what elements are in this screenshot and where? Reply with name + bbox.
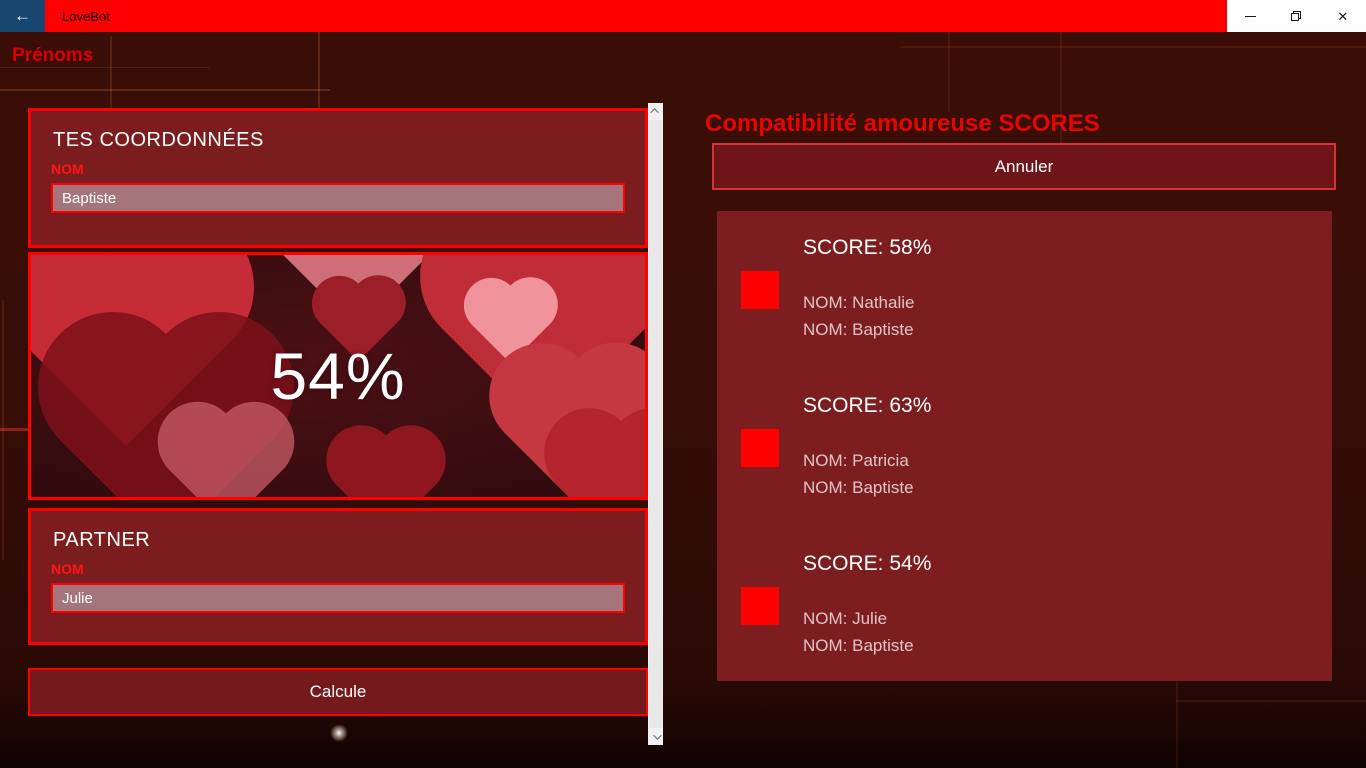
background-glow-dot (330, 724, 348, 742)
back-button[interactable]: ← (0, 0, 45, 32)
caption-buttons: ✕ (1227, 0, 1366, 32)
your-details-title: TES COORDONNÉES (53, 129, 264, 151)
compatibility-result-panel: 54% (28, 252, 648, 500)
titlebar-strip: LoveBot (45, 0, 1227, 32)
score-label: SCORE: 54% (803, 552, 932, 575)
background-circuit-line (1060, 32, 1062, 152)
your-name-label: NOM (51, 161, 84, 177)
background-circuit-line (0, 428, 28, 431)
compatibility-score-value: 54% (270, 339, 406, 413)
chevron-up-icon (649, 108, 659, 117)
partner-section: PARTNER NOM (28, 508, 648, 645)
close-button[interactable]: ✕ (1320, 0, 1366, 32)
scores-list: SCORE: 58% NOM: Nathalie NOM: Baptiste S… (717, 211, 1332, 681)
background-circuit-line (1176, 640, 1178, 768)
your-name-input[interactable] (51, 183, 625, 213)
scores-heading: Compatibilité amoureuse SCORES (705, 110, 1100, 137)
titlebar: ← LoveBot ✕ (0, 0, 1366, 32)
restore-button[interactable] (1273, 0, 1319, 32)
score-label: SCORE: 63% (803, 394, 932, 417)
background-circuit-line (0, 89, 330, 91)
scroll-up-button[interactable] (648, 103, 663, 119)
scrollbar-thumb[interactable] (649, 120, 662, 728)
right-column: Compatibilité amoureuse SCORES Annuler S… (705, 110, 1336, 681)
score-square-icon (741, 429, 779, 467)
scroll-down-button[interactable] (648, 729, 663, 745)
partner-name-label: NOM (51, 561, 84, 577)
score-name-2: NOM: Baptiste (803, 478, 914, 497)
page-title: Prénoms (12, 45, 94, 66)
app-title: LoveBot (62, 8, 110, 24)
background-circuit-line (900, 46, 1366, 48)
score-list-item[interactable]: SCORE: 63% NOM: Patricia NOM: Baptiste (717, 386, 1332, 506)
background-circuit-line (110, 36, 112, 110)
score-name-1: NOM: Julie (803, 609, 888, 628)
arrow-left-icon: ← (14, 6, 31, 25)
score-list-item[interactable]: SCORE: 54% NOM: Julie NOM: Baptiste (717, 544, 1332, 664)
minimize-button[interactable] (1227, 0, 1273, 32)
background-circuit-line (1176, 700, 1366, 702)
cancel-button[interactable]: Annuler (712, 143, 1336, 190)
score-list-item[interactable]: SCORE: 58% NOM: Nathalie NOM: Baptiste (717, 228, 1332, 348)
score-name-1: NOM: Patricia (803, 451, 909, 470)
background-circuit-line (948, 32, 950, 112)
partner-title: PARTNER (53, 529, 151, 551)
calculate-button[interactable]: Calcule (28, 668, 648, 716)
left-column: TES COORDONNÉES NOM 54% PARTNER NOM Calc… (28, 108, 648, 716)
score-name-1: NOM: Nathalie (803, 293, 915, 312)
score-name-2: NOM: Baptiste (803, 636, 914, 655)
score-square-icon (741, 271, 779, 309)
restore-icon (1291, 11, 1302, 21)
your-details-section: TES COORDONNÉES NOM (28, 108, 648, 248)
background-circuit-line (0, 67, 210, 68)
score-square-icon (741, 587, 779, 625)
left-scrollbar[interactable] (648, 103, 663, 745)
minimize-icon (1244, 15, 1256, 17)
background-circuit-line (2, 300, 4, 560)
chevron-down-icon (652, 731, 662, 740)
partner-name-input[interactable] (51, 583, 625, 613)
score-name-2: NOM: Baptiste (803, 320, 914, 339)
score-label: SCORE: 58% (803, 236, 932, 259)
close-icon: ✕ (1337, 8, 1349, 24)
background-circuit-line (318, 32, 320, 174)
